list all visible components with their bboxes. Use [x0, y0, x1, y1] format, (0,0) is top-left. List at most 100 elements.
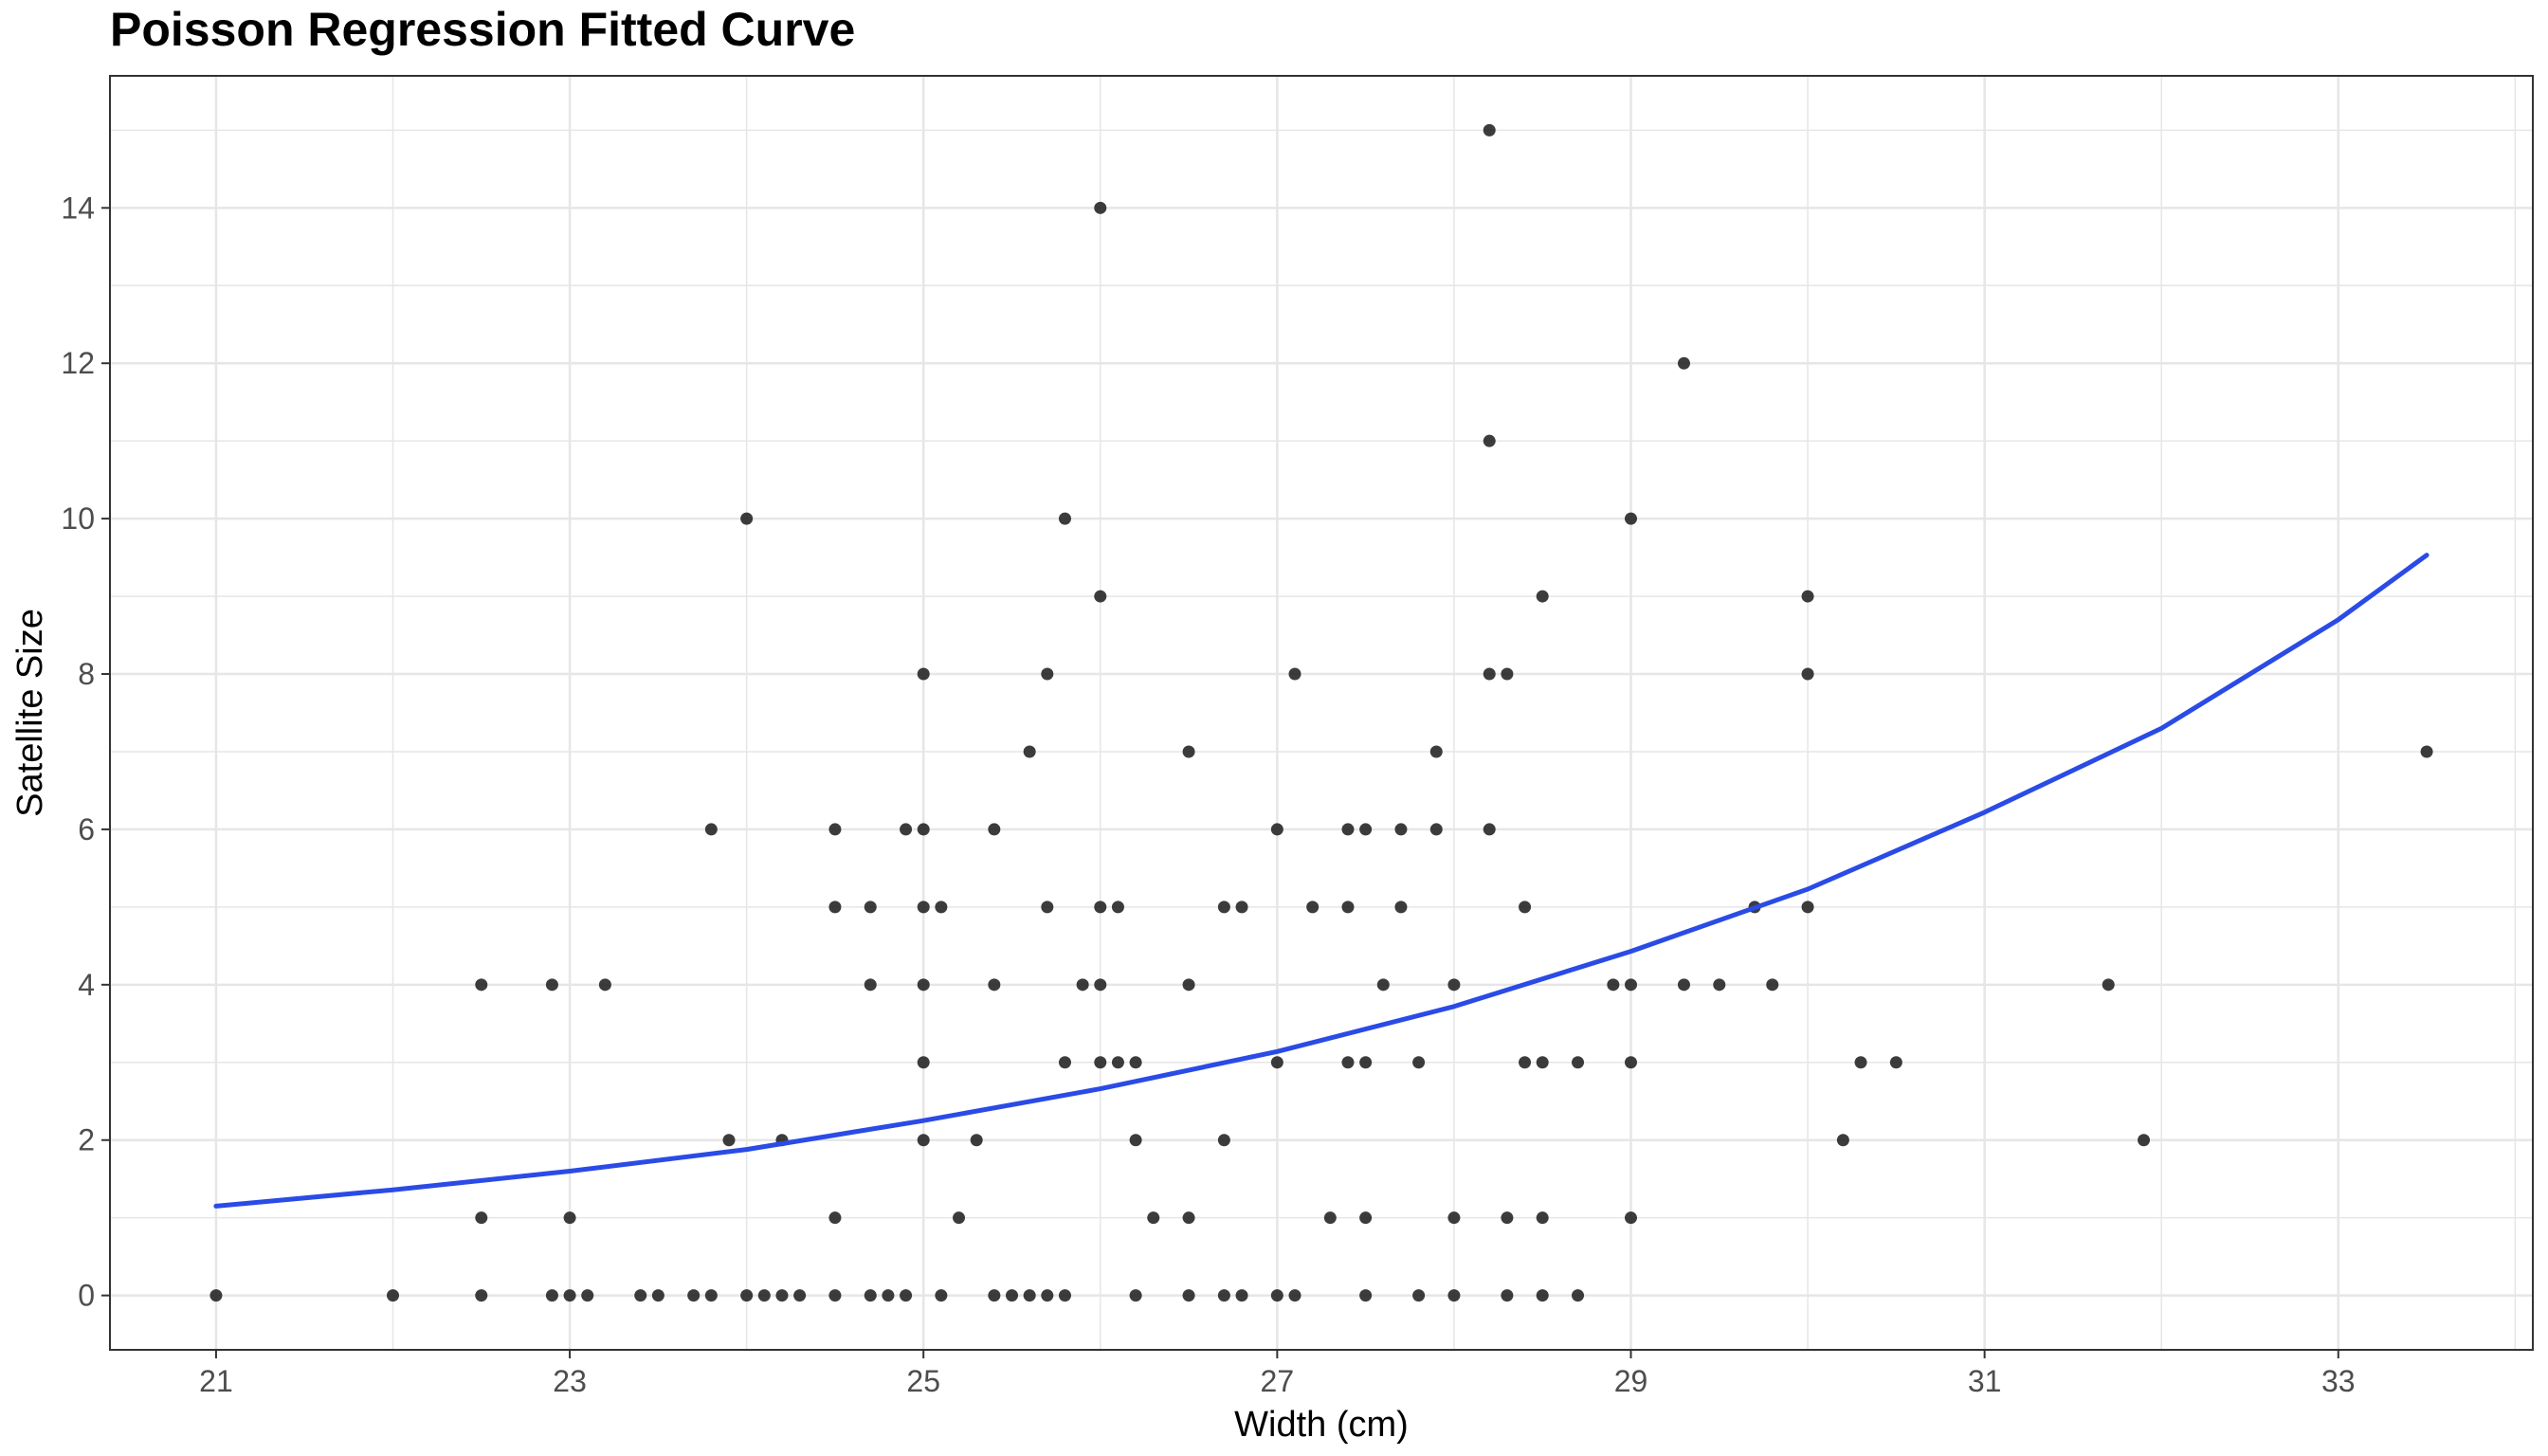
data-point — [1429, 745, 1443, 758]
panel-border — [109, 75, 2534, 1351]
y-tick-label: 12 — [61, 346, 95, 380]
data-point — [988, 823, 1001, 836]
data-point — [1182, 1289, 1195, 1302]
data-point — [1041, 901, 1054, 914]
x-tick-label: 29 — [1614, 1364, 1648, 1398]
data-point — [1536, 590, 1549, 603]
data-point — [1058, 512, 1071, 525]
y-tick-label: 6 — [78, 812, 95, 846]
data-point — [1572, 1289, 1585, 1302]
data-point — [563, 1289, 576, 1302]
data-point — [917, 823, 930, 836]
data-point — [1766, 978, 1779, 992]
data-point — [1235, 901, 1248, 914]
data-point — [1624, 1211, 1637, 1225]
x-axis-title: Width (cm) — [1234, 1405, 1409, 1445]
data-point — [1713, 978, 1726, 992]
data-point — [651, 1289, 664, 1302]
data-point — [1483, 123, 1496, 136]
data-point — [1519, 901, 1532, 914]
data-point — [1836, 1134, 1849, 1147]
x-tick-label: 27 — [1261, 1364, 1295, 1398]
data-point — [1801, 901, 1814, 914]
data-point — [1889, 1056, 1902, 1069]
y-tick-label: 8 — [78, 657, 95, 691]
data-point — [935, 1289, 948, 1302]
y-tick-label: 0 — [78, 1279, 95, 1313]
axis-tick-labels: 21 23 25 27 29 31 33 0 2 4 6 8 10 12 14 — [61, 191, 2355, 1398]
data-point — [1394, 901, 1408, 914]
data-point — [704, 1289, 718, 1302]
data-point — [1447, 1211, 1461, 1225]
data-point — [900, 1289, 913, 1302]
data-point — [1483, 667, 1496, 681]
data-point — [545, 978, 558, 992]
data-point — [1023, 1289, 1036, 1302]
data-point — [917, 1134, 930, 1147]
data-point — [1572, 1056, 1585, 1069]
data-point — [1341, 901, 1355, 914]
data-point — [545, 1289, 558, 1302]
data-point — [581, 1289, 594, 1302]
data-point — [1076, 978, 1089, 992]
data-point — [1677, 978, 1690, 992]
y-axis-title: Satellite Size — [10, 609, 50, 817]
data-point — [563, 1211, 576, 1225]
data-point — [634, 1289, 647, 1302]
data-point — [1412, 1289, 1426, 1302]
data-point — [1182, 978, 1195, 992]
data-point — [1094, 201, 1107, 214]
data-point — [793, 1289, 807, 1302]
data-point — [864, 1289, 877, 1302]
y-tick-label: 10 — [61, 501, 95, 536]
x-tick-label: 33 — [2321, 1364, 2356, 1398]
data-point — [1359, 1056, 1373, 1069]
data-point — [828, 1289, 842, 1302]
data-point — [387, 1289, 400, 1302]
data-point — [1058, 1056, 1071, 1069]
data-point — [598, 978, 611, 992]
data-point — [1217, 901, 1230, 914]
data-point — [2102, 978, 2115, 992]
data-point — [1341, 823, 1355, 836]
data-point — [1058, 1289, 1071, 1302]
data-point — [1217, 1134, 1230, 1147]
data-point — [970, 1134, 983, 1147]
major-gridlines — [110, 76, 2533, 1350]
data-point — [475, 978, 488, 992]
chart-title: Poisson Regression Fitted Curve — [110, 3, 856, 56]
data-point — [1182, 1211, 1195, 1225]
x-tick-label: 25 — [906, 1364, 940, 1398]
data-point — [917, 901, 930, 914]
data-point — [1041, 1289, 1054, 1302]
data-point — [1677, 356, 1690, 370]
y-tick-label: 2 — [78, 1123, 95, 1157]
data-point — [1094, 1056, 1107, 1069]
data-point — [1306, 901, 1320, 914]
data-point — [704, 823, 718, 836]
data-point — [1111, 901, 1124, 914]
x-tick-label: 31 — [1968, 1364, 2002, 1398]
data-point — [1359, 1211, 1373, 1225]
data-point — [1023, 745, 1036, 758]
data-point — [1111, 1056, 1124, 1069]
data-point — [917, 667, 930, 681]
data-point — [722, 1134, 736, 1147]
data-point — [1394, 823, 1408, 836]
data-point — [988, 978, 1001, 992]
data-point — [1624, 512, 1637, 525]
data-point — [1607, 978, 1620, 992]
data-point — [1270, 1056, 1283, 1069]
data-point — [1359, 1289, 1373, 1302]
data-point — [475, 1211, 488, 1225]
data-point — [1094, 901, 1107, 914]
data-point — [1447, 978, 1461, 992]
data-point — [1129, 1134, 1142, 1147]
data-point — [2138, 1134, 2151, 1147]
data-point — [1376, 978, 1390, 992]
data-point — [1536, 1289, 1549, 1302]
data-point — [1270, 823, 1283, 836]
data-point — [2420, 745, 2433, 758]
data-point — [1288, 1289, 1301, 1302]
data-point — [1483, 823, 1496, 836]
